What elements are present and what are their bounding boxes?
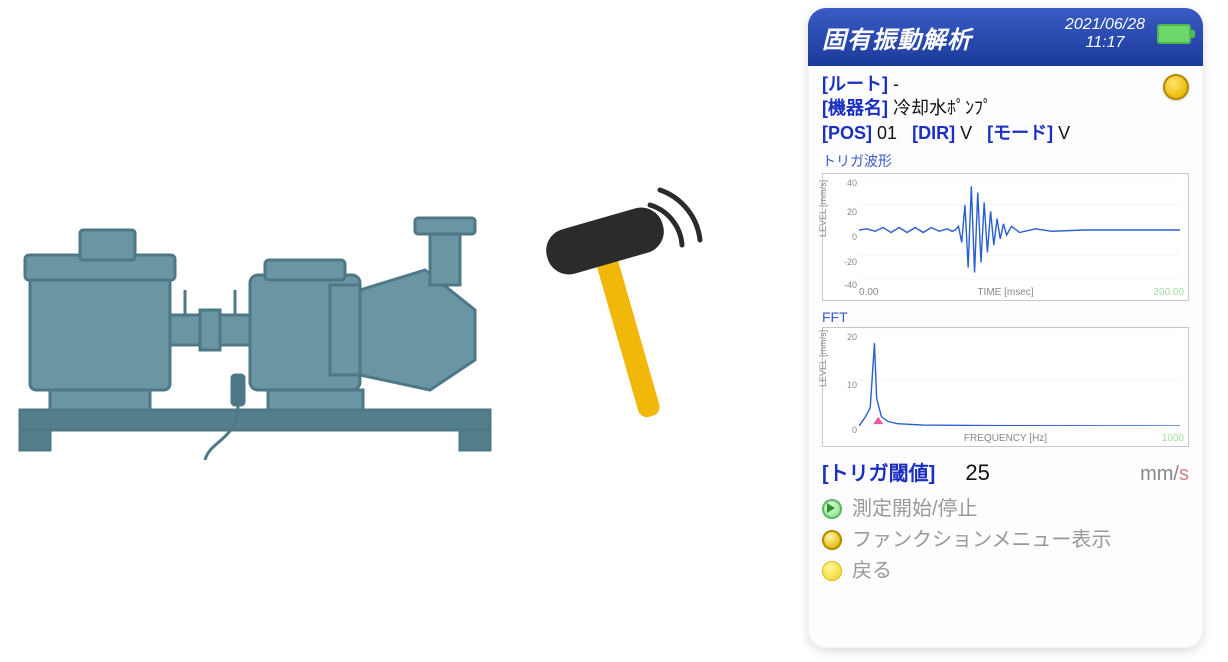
screen-title: 固有振動解析 bbox=[822, 20, 972, 55]
date-text: 2021/06/28 bbox=[1065, 16, 1145, 34]
waveform-chart: 40 20 0 -20 -40 LEVEL [mm/s] 0.00 TIME [… bbox=[822, 173, 1189, 301]
datetime: 2021/06/28 11:17 bbox=[1065, 16, 1145, 53]
fft-ylabel: LEVEL [mm/s] bbox=[818, 330, 828, 387]
action-start-stop[interactable]: 測定開始/停止 bbox=[822, 494, 1189, 525]
waveform-label: トリガ波形 bbox=[808, 147, 1203, 173]
pump-illustration bbox=[10, 160, 540, 460]
route-label: [ルート] bbox=[822, 74, 888, 94]
gear-icon[interactable] bbox=[1163, 74, 1189, 100]
back-icon bbox=[822, 561, 842, 581]
fft-xend: 1000 bbox=[1162, 433, 1184, 444]
fft-label: FFT bbox=[808, 305, 1203, 327]
action-back[interactable]: 戻る bbox=[822, 556, 1189, 587]
gear-icon bbox=[822, 530, 842, 550]
dir-label: [DIR] bbox=[912, 123, 955, 143]
threshold-row: [トリガ閾値] 25 mm/s bbox=[808, 451, 1203, 488]
mode-label: [モード] bbox=[987, 123, 1053, 143]
title-bar: 固有振動解析 2021/06/28 11:17 bbox=[808, 8, 1203, 66]
time-text: 11:17 bbox=[1065, 34, 1145, 52]
action-hints: 測定開始/停止 ファンクションメニュー表示 戻る bbox=[808, 488, 1203, 593]
threshold-value[interactable]: 25 bbox=[965, 460, 989, 486]
waveform-xstart: 0.00 bbox=[859, 287, 878, 298]
mode-value: V bbox=[1058, 123, 1070, 143]
action-func-menu[interactable]: ファンクションメニュー表示 bbox=[822, 525, 1189, 556]
fft-xlabel: FREQUENCY [Hz] bbox=[964, 433, 1047, 444]
dir-value: V bbox=[960, 123, 972, 143]
device-value: 冷却水ﾎﾟﾝﾌﾟ bbox=[893, 98, 992, 118]
battery-icon bbox=[1157, 24, 1191, 44]
play-icon bbox=[822, 499, 842, 519]
waveform-ylabel: LEVEL [mm/s] bbox=[818, 180, 828, 237]
pos-label: [POS] bbox=[822, 123, 872, 143]
info-panel: [ルート] - [機器名] 冷却水ﾎﾟﾝﾌﾟ [POS] 01 [DIR] V … bbox=[808, 66, 1203, 147]
threshold-label: [トリガ閾値] bbox=[822, 457, 935, 486]
device-label: [機器名] bbox=[822, 98, 888, 118]
fft-chart: 20 10 0 LEVEL [mm/s] FREQUENCY [Hz] 1000 bbox=[822, 327, 1189, 447]
waveform-xend: 200.00 bbox=[1153, 287, 1184, 298]
hammer-illustration bbox=[540, 170, 720, 440]
analyzer-screen: 固有振動解析 2021/06/28 11:17 [ルート] - [機器名] 冷却… bbox=[808, 8, 1203, 648]
waveform-xlabel: TIME [msec] bbox=[977, 287, 1033, 298]
route-value: - bbox=[893, 74, 899, 94]
pos-value: 01 bbox=[877, 123, 897, 143]
threshold-unit: mm/s bbox=[1140, 463, 1189, 486]
